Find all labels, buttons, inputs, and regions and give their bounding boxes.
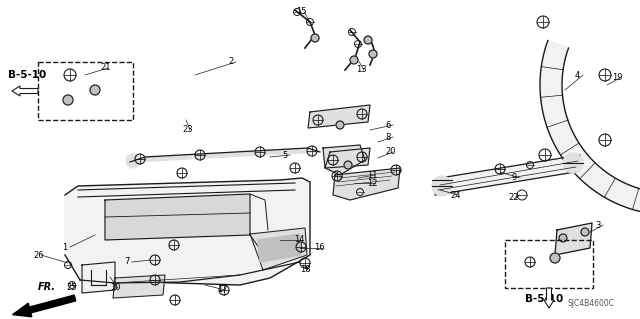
- Text: B-5-10: B-5-10: [8, 70, 46, 80]
- Circle shape: [336, 121, 344, 129]
- Polygon shape: [555, 223, 592, 255]
- Polygon shape: [333, 168, 400, 200]
- FancyArrow shape: [13, 295, 76, 317]
- Text: 8: 8: [385, 132, 390, 142]
- Polygon shape: [113, 275, 165, 298]
- Text: SJC4B4600C: SJC4B4600C: [568, 299, 615, 308]
- FancyArrow shape: [12, 86, 38, 96]
- Text: 18: 18: [300, 265, 310, 275]
- Text: 23: 23: [182, 125, 193, 135]
- Circle shape: [432, 176, 452, 196]
- Text: 7: 7: [124, 257, 129, 266]
- Circle shape: [563, 153, 583, 173]
- Text: 26: 26: [33, 250, 44, 259]
- Text: 9: 9: [512, 174, 517, 182]
- Text: 12: 12: [367, 179, 378, 188]
- Circle shape: [364, 36, 372, 44]
- Text: 2: 2: [228, 57, 233, 66]
- Text: 13: 13: [356, 65, 367, 75]
- Text: 11: 11: [367, 170, 378, 180]
- Polygon shape: [65, 178, 310, 285]
- Circle shape: [344, 161, 352, 169]
- Polygon shape: [325, 148, 370, 168]
- Circle shape: [350, 56, 358, 64]
- Text: 5: 5: [282, 151, 287, 160]
- Text: 17: 17: [217, 286, 228, 294]
- Polygon shape: [323, 145, 365, 175]
- Circle shape: [559, 234, 567, 242]
- Circle shape: [369, 50, 377, 58]
- Text: 6: 6: [385, 121, 390, 130]
- Circle shape: [90, 85, 100, 95]
- Polygon shape: [130, 148, 320, 162]
- Polygon shape: [82, 262, 115, 293]
- Circle shape: [311, 34, 319, 42]
- Text: 19: 19: [612, 73, 623, 83]
- Polygon shape: [308, 105, 370, 128]
- Polygon shape: [435, 155, 580, 195]
- Text: 15: 15: [296, 8, 307, 17]
- Text: 24: 24: [450, 190, 461, 199]
- Polygon shape: [258, 234, 301, 262]
- Circle shape: [63, 95, 73, 105]
- Circle shape: [126, 154, 140, 168]
- Text: 3: 3: [595, 220, 600, 229]
- Polygon shape: [250, 228, 307, 270]
- FancyArrow shape: [544, 288, 554, 308]
- Circle shape: [581, 228, 589, 236]
- Text: 22: 22: [508, 194, 518, 203]
- Polygon shape: [540, 41, 640, 213]
- Text: FR.: FR.: [38, 282, 56, 292]
- Circle shape: [550, 253, 560, 263]
- Polygon shape: [105, 194, 250, 240]
- Text: 16: 16: [314, 243, 324, 253]
- Text: 4: 4: [575, 70, 580, 79]
- Text: 1: 1: [62, 242, 67, 251]
- Text: 21: 21: [100, 63, 111, 72]
- Text: 10: 10: [110, 284, 120, 293]
- Text: 25: 25: [66, 283, 77, 292]
- Text: B-5-10: B-5-10: [525, 294, 563, 304]
- Text: 20: 20: [385, 147, 396, 157]
- Text: 14: 14: [294, 235, 305, 244]
